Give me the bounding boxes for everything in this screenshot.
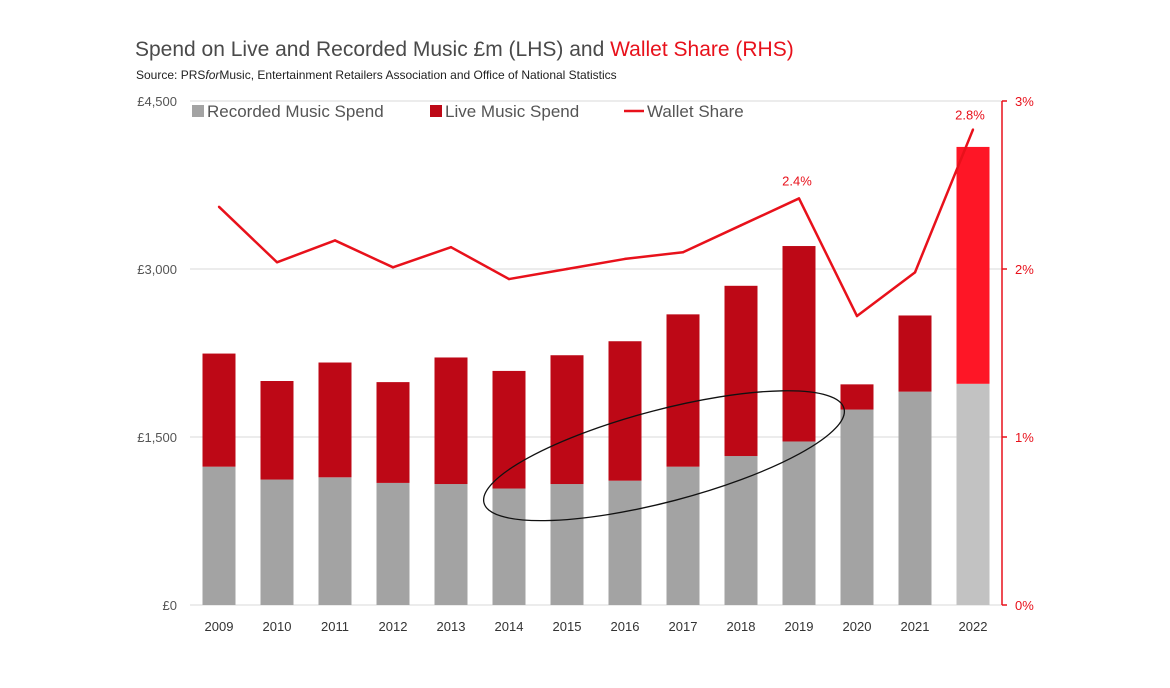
bar-live: [898, 315, 932, 392]
wallet-share-point: [565, 267, 569, 271]
source-prefix: Source: PRS: [136, 68, 206, 82]
bar-recorded: [550, 484, 584, 605]
bar-live: [318, 362, 352, 478]
title-accent: Wallet Share (RHS): [610, 38, 794, 61]
wallet-share-point: [913, 271, 917, 274]
bar-recorded: [840, 409, 874, 605]
bar-recorded: [492, 488, 526, 605]
left-tick-label: £4,500: [137, 94, 177, 109]
wallet-share-polyline: [218, 129, 975, 318]
bar-live: [724, 285, 758, 457]
x-tick-label: 2015: [553, 619, 582, 634]
title-main: Spend on Live and Recorded Music £m (LHS…: [135, 38, 611, 61]
bar-recorded: [724, 456, 758, 605]
bar-recorded: [318, 477, 352, 605]
bars: [202, 146, 990, 605]
wallet-share-point: [855, 314, 859, 318]
right-tick-label: 3%: [1015, 94, 1034, 109]
source-suffix: Music, Entertainment Retailers Associati…: [219, 68, 617, 82]
x-tick-label: 2021: [901, 619, 930, 634]
wallet-share-point: [507, 277, 511, 281]
legend-label: Live Music Spend: [445, 102, 579, 121]
wallet-share-data-label: 2.8%: [955, 108, 985, 123]
bar-recorded: [376, 482, 410, 605]
bar-recorded: [434, 484, 468, 605]
left-tick-label: £3,000: [137, 262, 177, 277]
wallet-share-point: [217, 205, 221, 209]
wallet-share-data-label: 2.4%: [782, 173, 812, 188]
bar-live: [956, 146, 990, 384]
bar-recorded: [782, 441, 816, 605]
axes: £0 £1,500 £3,000 £4,500 0% 1% 2% 3% 2009 2010 2011…: [137, 94, 1034, 634]
bar-live: [260, 381, 294, 480]
bar-recorded: [202, 466, 236, 605]
legend-swatch: [192, 105, 204, 117]
wallet-share-point: [623, 257, 627, 261]
bar-live: [782, 246, 816, 442]
bar-live: [666, 314, 700, 467]
bar-recorded: [608, 480, 642, 605]
x-tick-label: 2016: [611, 619, 640, 634]
bar-recorded: [260, 479, 294, 605]
source-italic: for: [205, 68, 220, 82]
x-tick-label: 2010: [263, 619, 292, 634]
wallet-share-line: 2.4% 2.8%: [217, 108, 985, 318]
bar-live: [608, 341, 642, 481]
x-tick-label: 2014: [495, 619, 524, 634]
bar-live: [376, 382, 410, 483]
left-tick-label: £0: [163, 598, 177, 613]
wallet-share-point: [681, 251, 685, 254]
right-tick-label: 1%: [1015, 430, 1034, 445]
annotation: [482, 390, 846, 522]
legend-swatch: [430, 105, 442, 117]
wallet-share-point: [449, 245, 453, 249]
x-tick-label: 2017: [669, 619, 698, 634]
x-tick-label: 2011: [321, 619, 349, 634]
bar-live: [840, 384, 874, 410]
wallet-share-point: [797, 197, 801, 200]
annotation-ellipse: [482, 390, 846, 522]
x-tick-label: 2009: [205, 619, 234, 634]
x-tick-label: 2019: [785, 619, 814, 634]
x-tick-label: 2012: [379, 619, 408, 634]
legend-label: Recorded Music Spend: [207, 102, 384, 121]
x-tick-label: 2018: [727, 619, 756, 634]
wallet-share-point: [333, 239, 337, 242]
bar-live: [202, 353, 236, 467]
bar-recorded: [666, 466, 700, 605]
wallet-share-point: [971, 128, 975, 131]
legend-label: Wallet Share: [647, 102, 744, 121]
gridlines: [190, 100, 1002, 606]
x-tick-label: 2022: [959, 619, 988, 634]
left-tick-label: £1,500: [137, 430, 177, 445]
bar-live: [434, 357, 468, 485]
wallet-share-point: [275, 261, 279, 264]
bar-live: [550, 355, 584, 485]
bar-live: [492, 370, 526, 489]
bar-recorded: [956, 383, 990, 605]
x-tick-label: 2020: [843, 619, 872, 634]
wallet-share-point: [739, 224, 743, 227]
x-tick-label: 2013: [437, 619, 466, 634]
chart-source: Source: PRSforMusic, Entertainment Retai…: [136, 68, 617, 82]
bar-recorded: [898, 391, 932, 605]
wallet-share-point: [391, 266, 395, 269]
chart-title: Spend on Live and Recorded Music £m (LHS…: [135, 38, 794, 62]
legend: Recorded Music Spend Live Music Spend Wall…: [192, 102, 744, 121]
right-tick-label: 0%: [1015, 598, 1034, 613]
right-tick-label: 2%: [1015, 262, 1034, 277]
